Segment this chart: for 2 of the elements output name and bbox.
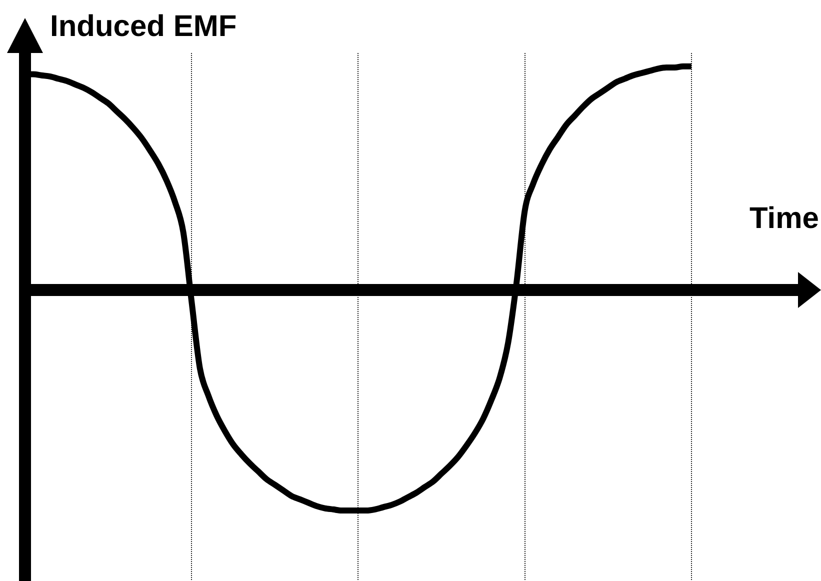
y-axis-title: Induced EMF — [50, 10, 237, 43]
x-axis-title: Time — [750, 202, 819, 236]
